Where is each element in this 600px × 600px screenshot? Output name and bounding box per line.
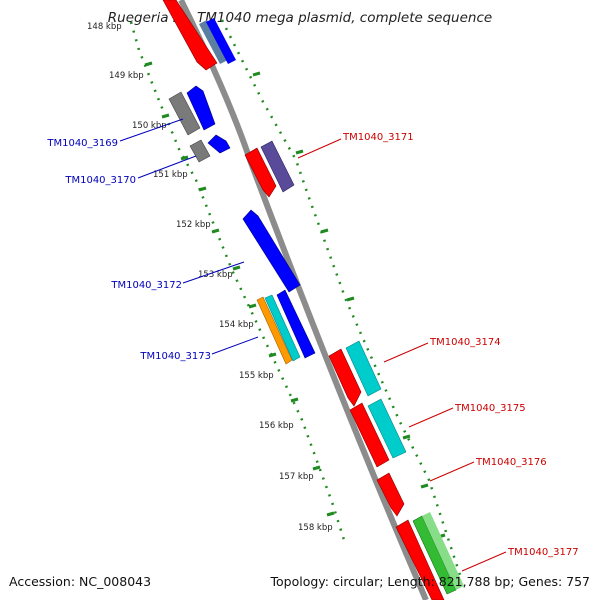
tick-label-154: 154 kbp — [219, 320, 254, 330]
gene-label-3174[interactable]: TM1040_3174 — [429, 337, 501, 348]
gene-feature-red-148 — [162, 0, 218, 71]
gene-features — [162, 0, 464, 600]
gene-feature-orange-3173 — [256, 296, 293, 365]
gene-feature-red-3175 — [349, 402, 390, 468]
gene-feature-red-3176 — [376, 472, 405, 517]
gene-feature-cyan-3175 — [367, 398, 407, 459]
gene-feature-cyan-3173 — [264, 294, 301, 362]
gene-feature-gray-3169 — [168, 91, 201, 136]
gene-feature-cyan-3174 — [345, 340, 382, 397]
gene-label-3169[interactable]: TM1040_3169 — [46, 138, 118, 149]
leader-3171 — [297, 138, 342, 159]
tick-label-157: 157 kbp — [279, 472, 314, 482]
tick-label-153: 153 kbp — [198, 270, 233, 280]
label-leaders — [119, 118, 507, 572]
leader-3174 — [383, 342, 429, 363]
gene-feature-blue-3169 — [186, 85, 216, 131]
tick-label-149: 149 kbp — [109, 71, 144, 81]
tick-label-150: 150 kbp — [132, 121, 167, 131]
tick-label-156: 156 kbp — [259, 421, 294, 431]
topology-summary-text: Topology: circular; Length: 821,788 bp; … — [270, 574, 591, 589]
tick-label-152: 152 kbp — [176, 220, 211, 230]
gene-label-3173[interactable]: TM1040_3173 — [139, 351, 211, 362]
leader-3176 — [429, 461, 475, 482]
ruler-track-left — [129, 21, 346, 541]
gene-label-3176[interactable]: TM1040_3176 — [475, 457, 547, 468]
gene-feature-blue-148 — [206, 18, 236, 64]
gene-feature-purple-3171 — [260, 140, 295, 193]
accession-text: Accession: NC_008043 — [9, 574, 151, 589]
gene-feature-red-3177 — [395, 519, 445, 600]
tick-label-151: 151 kbp — [153, 170, 188, 180]
leader-3172 — [182, 261, 245, 284]
ruler-track-right — [220, 19, 462, 576]
gene-label-3170[interactable]: TM1040_3170 — [64, 175, 136, 186]
gene-label-3177[interactable]: TM1040_3177 — [507, 547, 579, 558]
gene-feature-red-3174 — [328, 348, 362, 407]
tick-label-158: 158 kbp — [298, 523, 333, 533]
leader-3177 — [461, 551, 507, 572]
gene-label-3175[interactable]: TM1040_3175 — [454, 403, 526, 414]
tick-label-148: 148 kbp — [87, 22, 122, 32]
gene-feature-blue-3170 — [207, 134, 231, 154]
gene-label-3172[interactable]: TM1040_3172 — [110, 280, 182, 291]
gene-feature-blue-3173 — [276, 289, 316, 359]
gene-feature-gray-3170 — [189, 139, 211, 163]
tick-label-155: 155 kbp — [239, 371, 274, 381]
gene-feature-lightgreen-3177 — [422, 512, 464, 590]
leader-3170 — [137, 155, 197, 179]
gene-label-3171[interactable]: TM1040_3171 — [342, 132, 414, 143]
leader-3173 — [211, 336, 259, 355]
gene-feature-slate-148 — [199, 20, 228, 64]
backbone-line — [178, 0, 429, 600]
leader-3169 — [119, 118, 184, 142]
leader-3175 — [408, 407, 454, 428]
gene-feature-blue-3172 — [242, 209, 301, 293]
map-title: Ruegeria sp. TM1040 mega plasmid, comple… — [108, 10, 492, 26]
ruler-ticks — [144, 61, 446, 539]
gene-feature-red-3171 — [244, 147, 277, 198]
